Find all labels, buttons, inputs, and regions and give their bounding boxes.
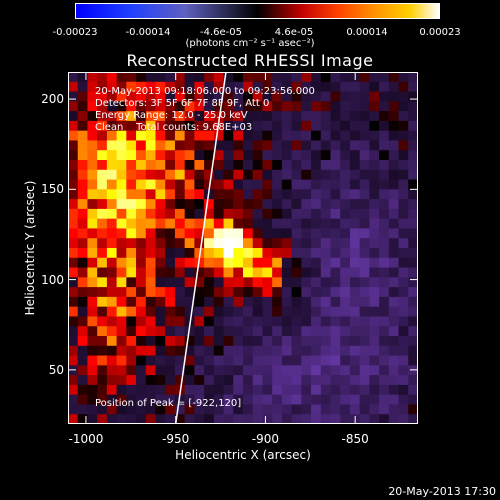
y-tick-label: 200 bbox=[41, 92, 64, 107]
chart-title: Reconstructed RHESSI Image bbox=[126, 51, 374, 70]
x-tick-label: -950 bbox=[162, 432, 190, 446]
plot-area bbox=[68, 72, 418, 424]
plot-frame bbox=[68, 72, 418, 424]
y-tick-label: 50 bbox=[48, 362, 64, 377]
heatmap-image bbox=[68, 72, 418, 424]
colorbar-tick-label: -0.00014 bbox=[125, 27, 171, 38]
colorbar-tick-label: -4.6e-05 bbox=[200, 27, 242, 38]
x-tick-label: -1000 bbox=[68, 432, 104, 446]
y-tick-label: 100 bbox=[41, 272, 64, 287]
info-detectors: Detectors: 3F 5F 6F 7F 8F 9F, Att 0 bbox=[95, 98, 270, 109]
y-tick-label: 150 bbox=[41, 182, 64, 197]
info-time: 20-May-2013 09:18:06.000 to 09:23:56.000 bbox=[95, 86, 315, 97]
axis-ticks bbox=[68, 72, 418, 424]
footer-timestamp: 20-May-2013 17:30 bbox=[388, 485, 496, 498]
info-energy: Energy Range: 12.0 - 25.0 keV bbox=[95, 110, 248, 121]
y-axis-label: Heliocentric Y (arcsec) bbox=[23, 180, 37, 316]
colorbar-tick-label: 0.00014 bbox=[346, 27, 388, 38]
x-tick-label: -850 bbox=[341, 432, 369, 446]
colorbar-tick-label: 4.6e-05 bbox=[274, 27, 314, 38]
colorbar-units: (photons cm⁻² s⁻¹ asec⁻²) bbox=[185, 38, 315, 49]
x-tick-label: -900 bbox=[251, 432, 280, 446]
colorbar-tick-label: -0.00023 bbox=[52, 27, 98, 38]
info-method: Clean Total counts: 9.68E+03 bbox=[95, 122, 253, 133]
info-peak: Position of Peak = [-922,120] bbox=[95, 398, 242, 409]
colorbar-tick-label: 0.00023 bbox=[419, 27, 461, 38]
colorbar bbox=[75, 3, 440, 19]
x-axis-label: Heliocentric X (arcsec) bbox=[175, 448, 311, 462]
solar-limb-line bbox=[174, 72, 227, 424]
